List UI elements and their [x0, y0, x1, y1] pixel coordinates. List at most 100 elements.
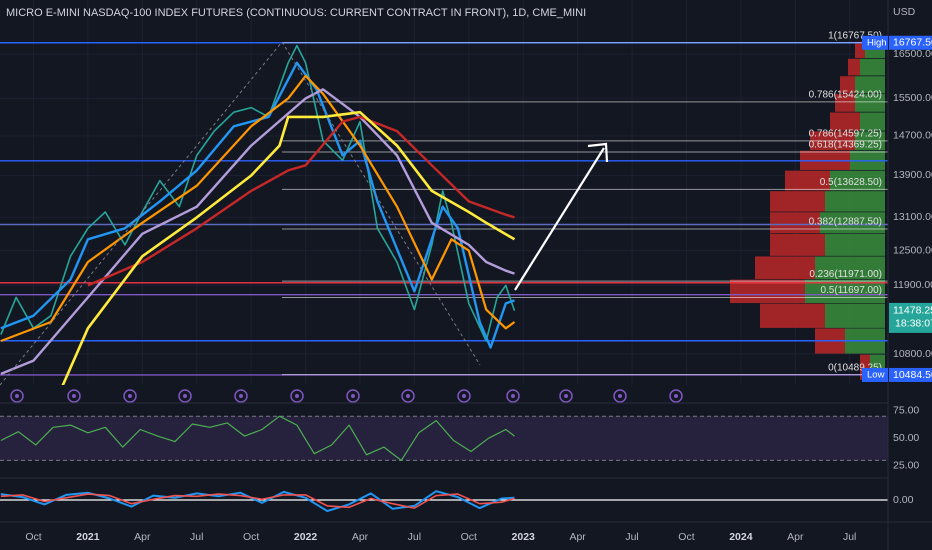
- volume-down: [840, 76, 855, 94]
- countdown: 18:38:07: [895, 318, 932, 330]
- fib-label: 0.236(11971.00): [809, 269, 882, 280]
- x-tick-label: 2023: [512, 531, 536, 543]
- y-tick-label: 75.00: [893, 405, 919, 417]
- currency: USD: [893, 6, 916, 18]
- event-icon-dot: [406, 394, 410, 398]
- marker-tag: [862, 367, 888, 382]
- fib-label: 0.786(14597.25): [809, 128, 882, 139]
- y-tick-label: 12500.00: [893, 244, 932, 256]
- volume-down: [855, 41, 865, 58]
- volume-down: [755, 256, 815, 280]
- volume-up: [825, 234, 885, 256]
- fib-label: 0.382(12887.50): [809, 217, 882, 228]
- event-icon-dot: [128, 394, 132, 398]
- volume-up: [855, 76, 885, 94]
- fib-label: 0(10489.25): [828, 362, 882, 373]
- series-line: [0, 493, 515, 509]
- y-tick-label: 25.00: [893, 460, 919, 472]
- oscillator-pane: [0, 490, 888, 512]
- event-icon-dot: [15, 394, 19, 398]
- x-tick-label: Oct: [678, 531, 694, 543]
- x-tick-label: 2021: [76, 531, 100, 543]
- volume-down: [770, 191, 825, 212]
- event-icon-dot: [511, 394, 515, 398]
- event-icon-dot: [618, 394, 622, 398]
- volume-up: [830, 170, 885, 191]
- marker-label: High: [867, 37, 887, 48]
- event-icon-dot: [674, 394, 678, 398]
- rsi-band: [0, 416, 888, 461]
- series-line: [0, 74, 516, 343]
- volume-down: [848, 58, 860, 76]
- x-tick-label: Apr: [134, 531, 151, 543]
- series-line: [61, 110, 516, 385]
- x-tick-label: Apr: [352, 531, 369, 543]
- x-tick-label: Oct: [243, 531, 259, 543]
- volume-down: [770, 212, 820, 234]
- event-icon-dot: [72, 394, 76, 398]
- y-tick-label: 15500.00: [893, 92, 932, 104]
- fib-label: 0.5(11697.00): [820, 285, 882, 296]
- volume-up: [820, 212, 885, 234]
- volume-up: [855, 94, 885, 112]
- arrow-head: [587, 142, 609, 163]
- volume-down: [830, 112, 860, 131]
- series-line: [0, 490, 515, 512]
- volume-up: [815, 256, 885, 280]
- event-icon-dot: [564, 394, 568, 398]
- fib-label: 1(16767.50): [828, 30, 882, 41]
- last-price: 11478.25: [893, 305, 932, 317]
- y-tick-label: 50.00: [893, 432, 919, 444]
- chart-title: MICRO E-MINI NASDAQ-100 INDEX FUTURES (C…: [6, 7, 586, 19]
- volume-up: [860, 112, 885, 131]
- marker-price-box: [889, 367, 932, 382]
- marker-tag: [862, 35, 888, 50]
- x-tick-label: Jul: [625, 531, 638, 543]
- volume-down: [785, 170, 830, 191]
- x-tick-label: 2022: [294, 531, 318, 543]
- series-line: [0, 61, 515, 349]
- volume-up: [825, 191, 885, 212]
- series-line: [87, 115, 515, 287]
- event-icon-dot: [351, 394, 355, 398]
- volume-down: [860, 354, 870, 380]
- x-tick-label: Apr: [569, 531, 586, 543]
- event-icon-dot: [183, 394, 187, 398]
- y-tick-label: 16500.00: [893, 48, 932, 60]
- rsi-pane: [0, 415, 888, 461]
- marker-price-box: [889, 35, 932, 50]
- last-price-box: [889, 302, 932, 333]
- drawings: [0, 41, 609, 386]
- x-tick-label: Apr: [787, 531, 804, 543]
- axes: Oct 2021 Apr Jul Oct 2022 Apr Jul Oct 2023 Apr Jul O…: [25, 35, 932, 543]
- series-line: [0, 88, 515, 376]
- x-tick-label: Jul: [408, 531, 421, 543]
- event-icons: [10, 389, 683, 403]
- y-tick-label: 13100.00: [893, 211, 932, 223]
- volume-down: [760, 303, 825, 328]
- y-tick-label: 0.00: [893, 494, 914, 506]
- volume-down: [770, 234, 825, 256]
- trend-line: [0, 41, 283, 386]
- volume-down: [835, 94, 855, 112]
- x-tick-label: Oct: [461, 531, 477, 543]
- marker-label: Low: [867, 369, 885, 380]
- volume-up: [860, 58, 885, 76]
- y-tick-label: 13900.00: [893, 169, 932, 181]
- price-pane: 1(16767.50) 0.786(15424.00) 0.786(14597.25…: [0, 0, 888, 385]
- marker-price: 10484.50: [893, 369, 932, 381]
- x-tick-label: 2024: [729, 531, 753, 543]
- x-tick-label: Jul: [190, 531, 203, 543]
- volume-up: [825, 303, 885, 328]
- x-tick-label: Jul: [843, 531, 856, 543]
- y-tick-label: 10800.00: [893, 348, 932, 360]
- series-line: [0, 44, 516, 342]
- y-tick-label: 11900.00: [893, 279, 932, 291]
- event-icon-dot: [239, 394, 243, 398]
- fib-label: 0.618(14369.25): [809, 140, 882, 151]
- event-icon-dot: [462, 394, 466, 398]
- fib-label: 0.786(15424.00): [809, 89, 882, 100]
- y-tick-label: 14700.00: [893, 130, 932, 142]
